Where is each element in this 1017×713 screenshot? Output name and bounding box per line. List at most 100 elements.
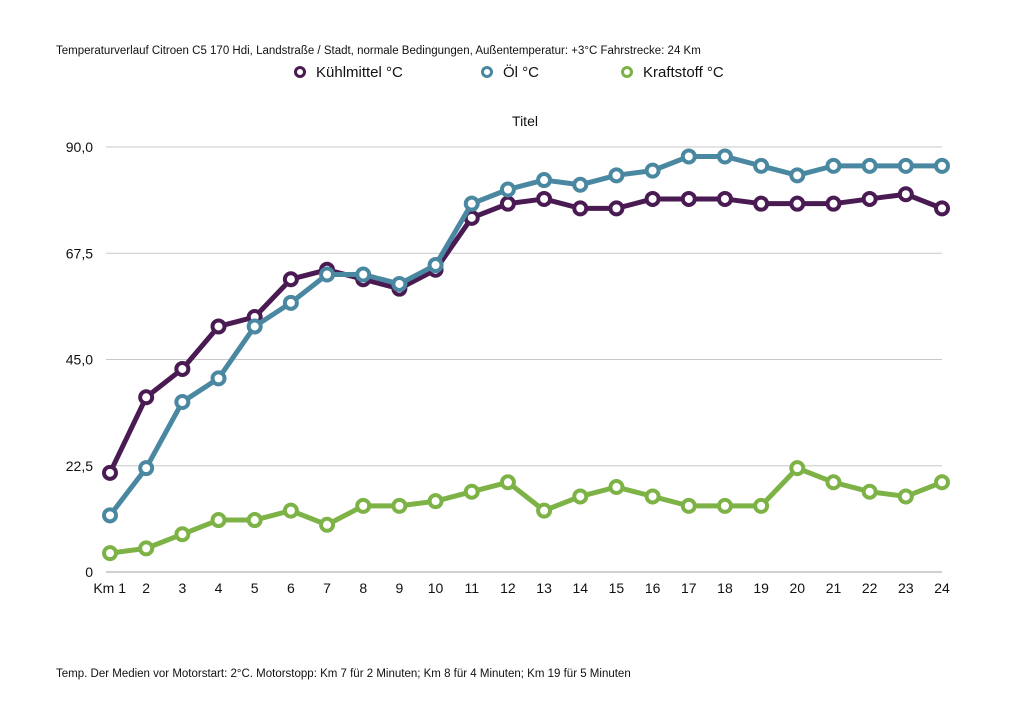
- x-tick-label: 23: [898, 580, 914, 596]
- y-tick-label: 22,5: [66, 458, 93, 474]
- data-point: [282, 271, 299, 288]
- x-tick-label: 3: [178, 580, 186, 596]
- x-tick-label: Km 1: [93, 580, 126, 596]
- series-group: [102, 148, 950, 562]
- series-Kraftstoff °C: [102, 460, 950, 562]
- data-point: [355, 266, 372, 283]
- legend-marker: [294, 66, 306, 78]
- x-tick-label: 11: [464, 580, 479, 596]
- x-tick-label: 2: [142, 580, 150, 596]
- x-tick-label: 13: [536, 580, 552, 596]
- data-point: [572, 200, 589, 217]
- data-point: [680, 497, 697, 514]
- data-point: [716, 148, 733, 165]
- x-tick-label: 8: [359, 580, 367, 596]
- series-line: [109, 465, 943, 556]
- series-Kühlmittel °C: [102, 186, 950, 481]
- data-point: [102, 507, 118, 524]
- data-point: [644, 190, 661, 207]
- data-point: [282, 294, 299, 311]
- x-tick-label: 20: [790, 580, 806, 596]
- data-point: [102, 464, 118, 481]
- x-tick-label: 24: [934, 580, 950, 596]
- legend-label: Öl °C: [503, 63, 539, 81]
- data-point: [608, 167, 625, 184]
- x-tick-label: 21: [826, 580, 842, 596]
- data-point: [861, 157, 878, 174]
- data-point: [825, 157, 842, 174]
- data-point: [463, 483, 480, 500]
- x-tick-label: 5: [251, 580, 259, 596]
- chart-title: Titel: [512, 113, 538, 129]
- y-tick-label: 67,5: [66, 245, 93, 261]
- data-point: [608, 200, 625, 217]
- data-point: [391, 497, 408, 514]
- data-point: [825, 474, 842, 491]
- data-point: [246, 318, 263, 335]
- data-point: [861, 483, 878, 500]
- y-tick-label: 0: [85, 564, 93, 580]
- data-point: [499, 474, 516, 491]
- data-point: [680, 148, 697, 165]
- data-point: [536, 172, 553, 189]
- data-point: [210, 370, 227, 387]
- data-point: [174, 360, 191, 377]
- data-point: [825, 195, 842, 212]
- x-tick-label: 9: [395, 580, 403, 596]
- data-point: [716, 497, 733, 514]
- series-Öl °C: [102, 148, 950, 524]
- legend-item: Öl °C: [481, 63, 539, 81]
- data-point: [897, 186, 914, 203]
- data-point: [644, 162, 661, 179]
- data-point: [102, 545, 118, 562]
- x-tick-label: 6: [287, 580, 295, 596]
- x-tick-label: 12: [500, 580, 516, 596]
- data-point: [210, 512, 227, 529]
- data-point: [391, 275, 408, 292]
- data-point: [319, 516, 336, 533]
- data-point: [861, 190, 878, 207]
- data-point: [536, 190, 553, 207]
- x-tick-label: 7: [323, 580, 331, 596]
- legend-label: Kraftstoff °C: [643, 64, 724, 81]
- y-tick-label: 90,0: [66, 139, 93, 155]
- data-point: [934, 474, 950, 491]
- data-point: [427, 257, 444, 274]
- legend-item: Kraftstoff °C: [621, 64, 724, 81]
- x-tick-label: 17: [681, 580, 697, 596]
- legend-item: Kühlmittel °C: [294, 64, 403, 81]
- y-tick-label: 45,0: [66, 352, 93, 368]
- x-tick-label: 16: [645, 580, 661, 596]
- x-tick-label: 10: [428, 580, 444, 596]
- x-tick-label: 19: [753, 580, 769, 596]
- data-point: [572, 488, 589, 505]
- legend-label: Kühlmittel °C: [316, 64, 403, 81]
- footnote: Temp. Der Medien vor Motorstart: 2°C. Mo…: [56, 668, 631, 680]
- x-tick-label: 15: [609, 580, 625, 596]
- data-point: [753, 195, 770, 212]
- data-point: [210, 318, 227, 335]
- data-point: [572, 176, 589, 193]
- data-point: [138, 460, 155, 477]
- data-point: [174, 394, 191, 410]
- legend-marker: [621, 66, 633, 78]
- data-point: [282, 502, 299, 519]
- data-point: [897, 488, 914, 505]
- x-tick-label: 14: [572, 580, 588, 596]
- x-tick-label: 4: [215, 580, 223, 596]
- data-point: [716, 190, 733, 207]
- data-point: [427, 493, 444, 510]
- data-point: [499, 195, 516, 212]
- legend-marker: [481, 66, 493, 78]
- data-point: [499, 181, 516, 198]
- axes: 022,545,067,590,0Km 1 2 3 4 5 6 7 8 9 10 11 12 13 14 1…: [66, 139, 950, 596]
- data-point: [138, 540, 155, 557]
- x-tick-label: 22: [862, 580, 878, 596]
- data-point: [355, 497, 372, 514]
- series-line: [107, 191, 943, 474]
- data-point: [789, 460, 806, 477]
- data-point: [644, 488, 661, 505]
- data-point: [246, 512, 263, 529]
- chart-header-note: Temperaturverlauf Citroen C5 170 Hdi, La…: [56, 45, 701, 57]
